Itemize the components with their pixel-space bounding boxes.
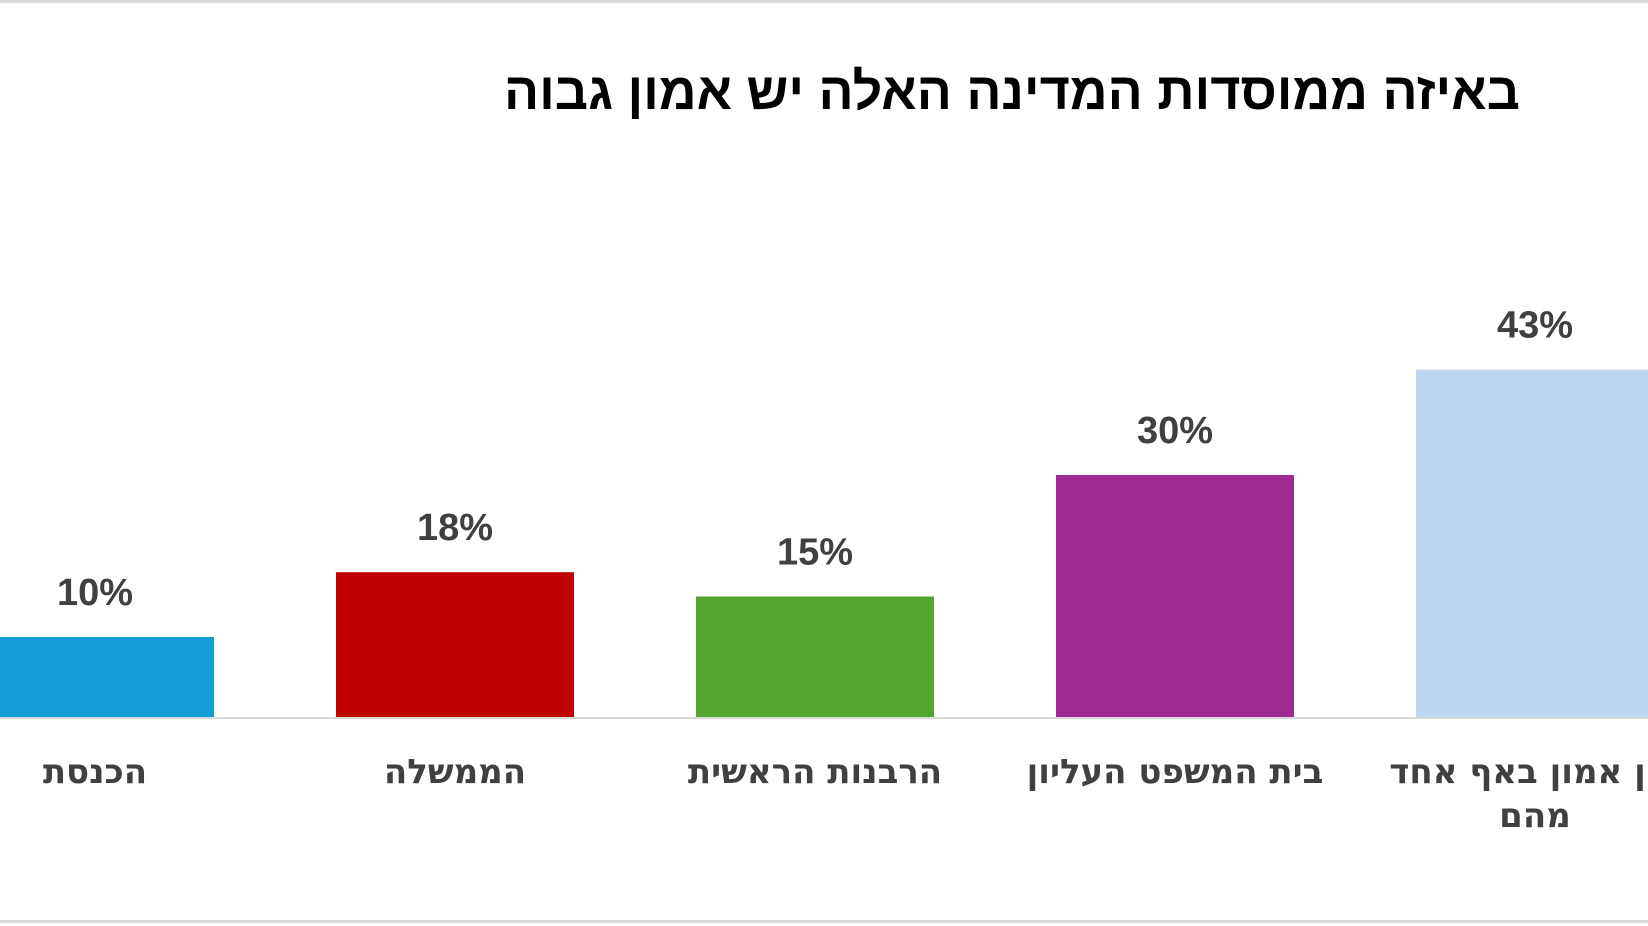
bar-5 [1416,369,1648,718]
data-label-3: 15% [777,532,853,574]
data-label-2: 18% [417,507,493,549]
category-label-2: הממשלה [384,752,526,792]
category-label-5-line-2: מהם [1499,796,1571,836]
bar-4 [1056,475,1294,718]
labels-group: 10% הכנסת 18% הממשלה 15% הרבנות הראשית 30% בית … [43,305,1648,836]
data-label-4: 30% [1137,410,1213,452]
bars-group [0,369,1648,718]
bar-3 [696,596,934,718]
category-label-5-line-1: אין אמון באף אחד [1389,752,1648,792]
bar-2 [336,572,574,718]
category-label-1: הכנסת [43,752,147,792]
bar-1 [0,637,214,718]
data-label-5: 43% [1497,305,1573,347]
data-label-1: 10% [57,572,133,614]
bottom-border [0,920,1648,923]
category-label-3: הרבנות הראשית [688,752,942,792]
category-label-4: בית המשפט העליון [1027,752,1324,792]
top-border [0,0,1648,3]
chart-title: באיזה ממוסדות המדינה האלה יש אמון גבוה [503,63,1520,121]
